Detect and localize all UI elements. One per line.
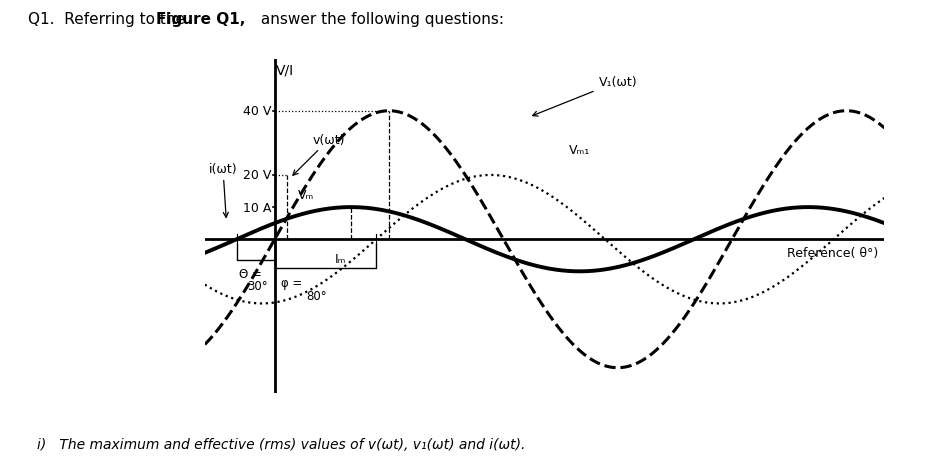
i [277,218,288,224]
Text: Figure Q1,: Figure Q1, [156,12,246,26]
Text: Q1.  Referring to the: Q1. Referring to the [28,12,190,26]
i [803,205,814,210]
Line: i: i [205,207,884,272]
Text: Vₘ: Vₘ [298,188,315,201]
v [256,301,267,307]
v1 [199,342,210,348]
v [490,173,501,179]
v [199,282,210,288]
Text: 40 V: 40 V [242,105,271,118]
Text: 20 V: 20 V [242,169,271,182]
Text: answer the following questions:: answer the following questions: [256,12,504,26]
v1 [460,173,471,179]
Line: v: v [205,175,884,304]
i [879,221,890,226]
Text: Iₘ: Iₘ [335,252,346,265]
v [460,176,471,182]
i [792,205,803,211]
v [317,280,329,285]
v [485,173,496,178]
v1 [317,158,329,164]
i [866,216,877,222]
v [879,196,890,201]
Text: 80°: 80° [306,289,327,302]
Text: Vₘ₁: Vₘ₁ [569,144,590,156]
v1 [841,109,852,114]
Text: v(ωt): v(ωt) [293,133,345,176]
Text: V/I: V/I [276,63,294,77]
Text: Θ =: Θ = [239,267,262,280]
Text: 10 A: 10 A [242,201,271,214]
v1 [613,365,624,371]
Text: φ =: φ = [281,276,303,289]
v1 [879,126,890,131]
i [317,207,329,213]
Text: i(ωt): i(ωt) [209,163,237,218]
v1 [277,224,288,229]
Text: 30°: 30° [247,280,267,293]
v [277,299,288,304]
Text: V₁(ωt): V₁(ωt) [533,76,637,117]
v1 [866,116,877,122]
v1 [792,136,803,141]
v1 [490,222,501,228]
Text: Reference( θ°): Reference( θ°) [787,246,878,259]
v [866,205,877,211]
v [793,267,804,272]
i [460,237,471,243]
i [490,250,501,255]
i [574,269,586,275]
Text: i)   The maximum and effective (rms) values of v(ωt), v₁(ωt) and i(ωt).: i) The maximum and effective (rms) value… [37,438,526,451]
i [199,250,210,256]
Line: v1: v1 [205,112,884,368]
